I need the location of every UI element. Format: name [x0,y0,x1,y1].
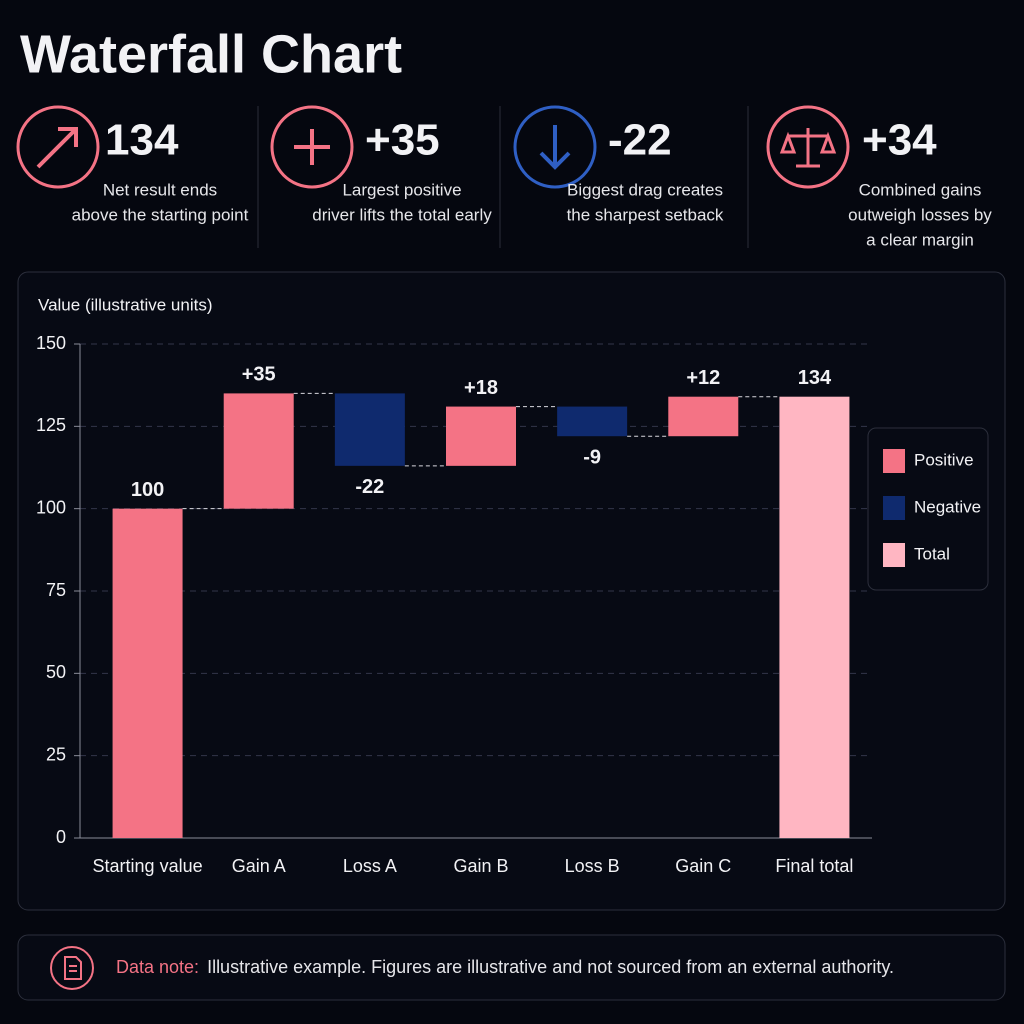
data-label: 134 [798,367,832,389]
x-tick-label: Gain B [453,856,508,876]
page-title: Waterfall Chart [20,24,402,84]
bar [223,393,294,509]
note: Data note: Illustrative example. Figures … [116,957,894,977]
legend-swatch [883,496,905,520]
legend-swatch [883,449,905,473]
y-tick-label: 100 [36,497,66,517]
kpi-desc: above the starting point [72,205,249,224]
x-tick-label: Starting value [93,856,203,876]
note-icon-doc [64,956,82,980]
kpi-desc: the sharpest setback [567,205,724,224]
kpi-desc: Biggest drag creates [567,180,723,199]
kpi-value: +35 [365,116,440,165]
bar [557,406,628,437]
bar [779,396,850,838]
kpi-value: 134 [105,116,179,165]
legend-label: Positive [914,450,974,469]
y-tick-label: 150 [36,333,66,353]
kpi-icon [270,105,354,189]
kpi-dividers [257,106,749,248]
kpi-icon-arrow [36,127,78,169]
kpi-desc: outweigh losses by [848,205,992,224]
kpi-icon [513,105,597,189]
y-axis-label: Value (illustrative units) [38,295,212,314]
kpi-value: -22 [608,116,672,165]
note-label: Data note: [116,957,199,977]
kpi-icon [16,105,100,189]
bar [446,406,516,466]
y-tick-label: 25 [46,744,66,764]
kpi-desc: driver lifts the total early [312,205,492,224]
kpi-desc: Largest positive [342,180,461,199]
legend-swatch [883,543,905,567]
kpi-value: +34 [862,116,937,165]
kpi-icons [16,105,850,189]
legend-label: Negative [914,497,981,516]
data-label: -9 [583,446,601,468]
kpi-desc: Combined gains [859,180,982,199]
data-label: -22 [355,476,384,498]
y-tick-label: 0 [56,827,66,847]
note-icon [50,946,94,990]
note-panel [17,934,1006,1001]
data-label: +35 [242,364,276,386]
bar [334,393,405,466]
y-tick-label: 75 [46,580,66,600]
y-tick-label: 50 [46,662,66,682]
legend-label: Total [914,544,950,563]
kpi-desc: a clear margin [866,230,974,249]
x-tick-label: Gain C [675,856,731,876]
y-tick-label: 125 [36,415,66,435]
kpi-icon [766,105,850,189]
bar [112,508,183,838]
x-tick-label: Loss B [565,856,620,876]
x-tick-label: Final total [775,856,853,876]
note-text: Illustrative example. Figures are illust… [207,957,894,977]
bar [668,396,739,437]
x-tick-label: Loss A [343,856,397,876]
data-label: +12 [686,367,720,389]
kpi-desc: Net result ends [103,180,217,199]
kpi-icon-down [539,125,571,170]
data-label: 100 [131,479,164,501]
x-tick-label: Gain A [232,856,286,876]
data-label: +18 [464,377,498,399]
kpi-icon-scale [779,128,837,168]
kpi-icon-plus [294,129,330,165]
